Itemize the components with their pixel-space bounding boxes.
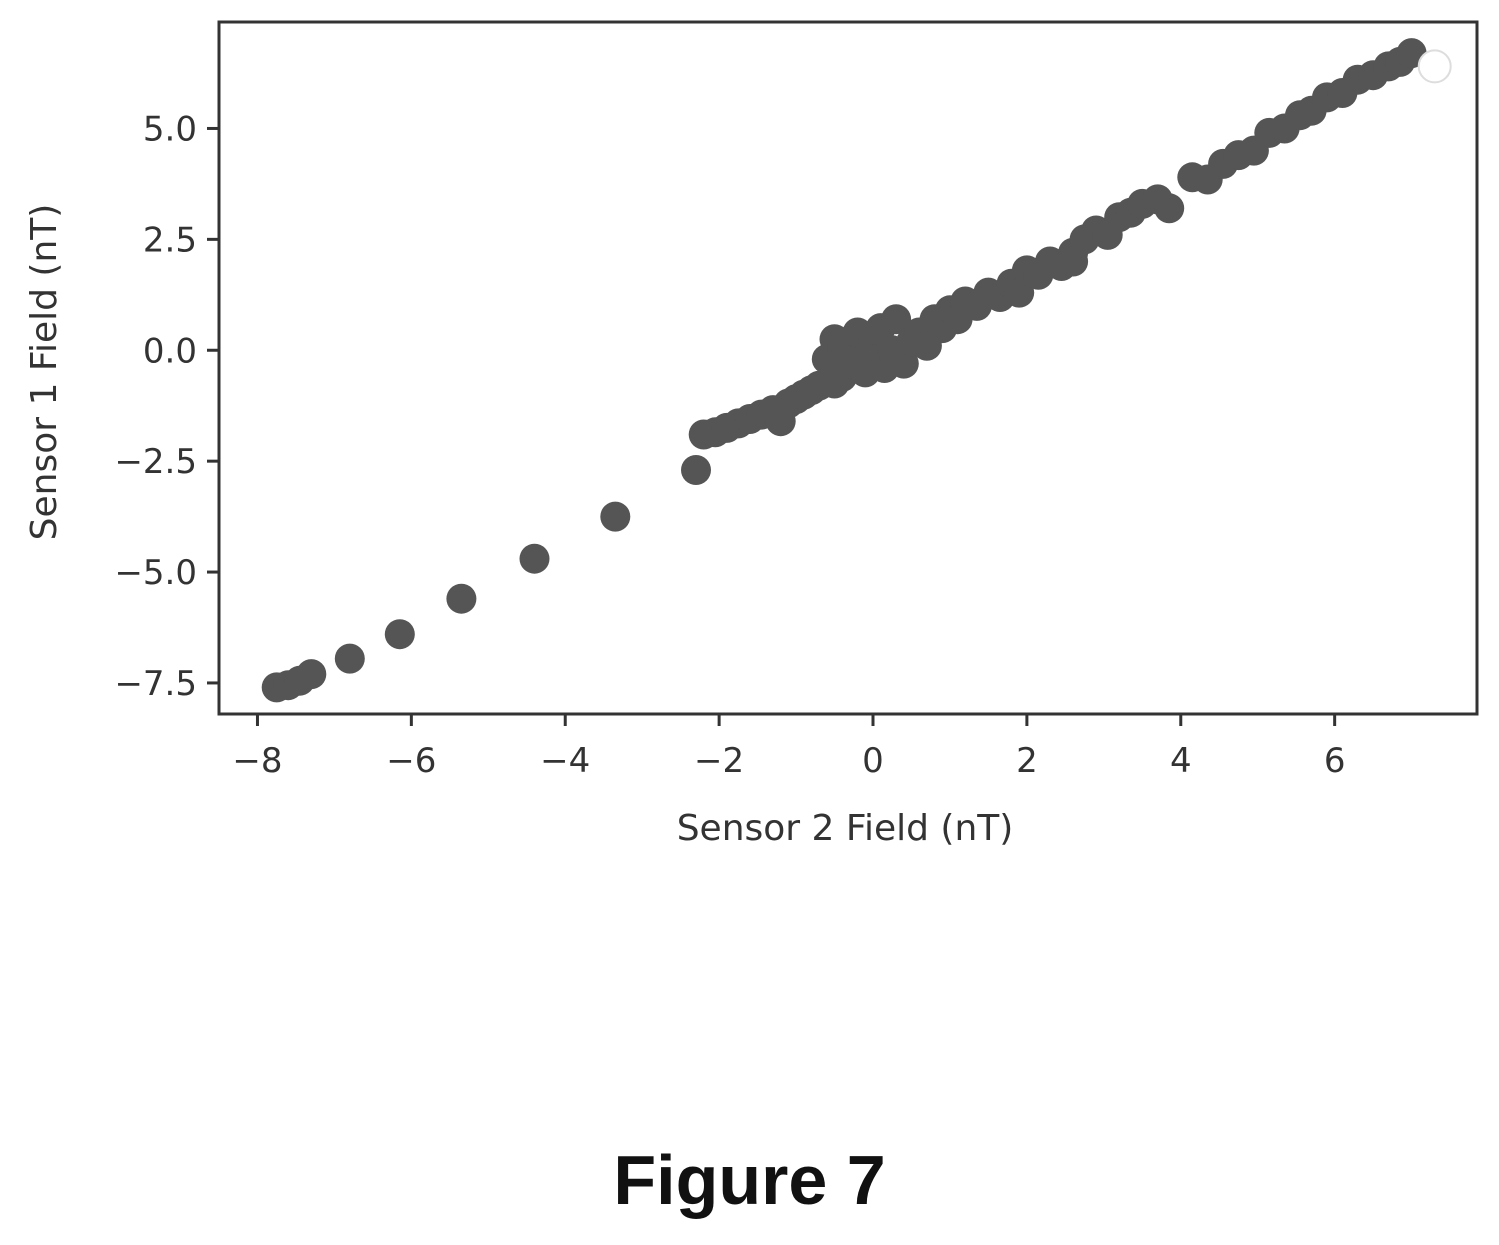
data-point bbox=[384, 619, 415, 650]
y-tick-label: 0.0 bbox=[143, 331, 197, 371]
data-point bbox=[296, 659, 327, 690]
x-tick-label: 2 bbox=[1016, 741, 1038, 781]
data-point bbox=[681, 455, 711, 485]
x-tick-label: 6 bbox=[1324, 741, 1346, 781]
y-tick-label: −5.0 bbox=[114, 553, 197, 593]
y-tick-label: 2.5 bbox=[143, 220, 197, 260]
data-points bbox=[261, 38, 1452, 703]
data-point bbox=[600, 501, 631, 532]
data-point bbox=[1058, 246, 1089, 277]
x-tick-label: −2 bbox=[694, 741, 744, 781]
data-point bbox=[334, 643, 365, 674]
x-tick-label: 4 bbox=[1170, 741, 1192, 781]
y-tick-label: −2.5 bbox=[114, 442, 197, 482]
plot-frame bbox=[217, 20, 1479, 716]
x-tick-label: −4 bbox=[540, 741, 590, 781]
figure-caption: Figure 7 bbox=[613, 1141, 886, 1219]
y-axis-label: Sensor 1 Field (nT) bbox=[24, 204, 65, 541]
data-point bbox=[446, 583, 477, 614]
y-axis-ticks: −7.5 −5.0 −2.5 0.0 2.5 5.0 bbox=[114, 109, 219, 704]
x-tick-label: 0 bbox=[862, 741, 884, 781]
data-point bbox=[1154, 193, 1185, 224]
data-point bbox=[881, 304, 912, 335]
x-tick-label: −6 bbox=[386, 741, 436, 781]
y-tick-label: 5.0 bbox=[143, 109, 197, 149]
data-point bbox=[519, 543, 550, 574]
y-tick-label: −7.5 bbox=[114, 664, 197, 704]
x-axis-ticks: −8 −6 −4 −2 0 2 4 6 bbox=[232, 714, 1345, 781]
x-tick-label: −8 bbox=[232, 741, 282, 781]
open-data-point bbox=[1417, 49, 1452, 84]
x-axis-label: Sensor 2 Field (nT) bbox=[677, 808, 1014, 849]
